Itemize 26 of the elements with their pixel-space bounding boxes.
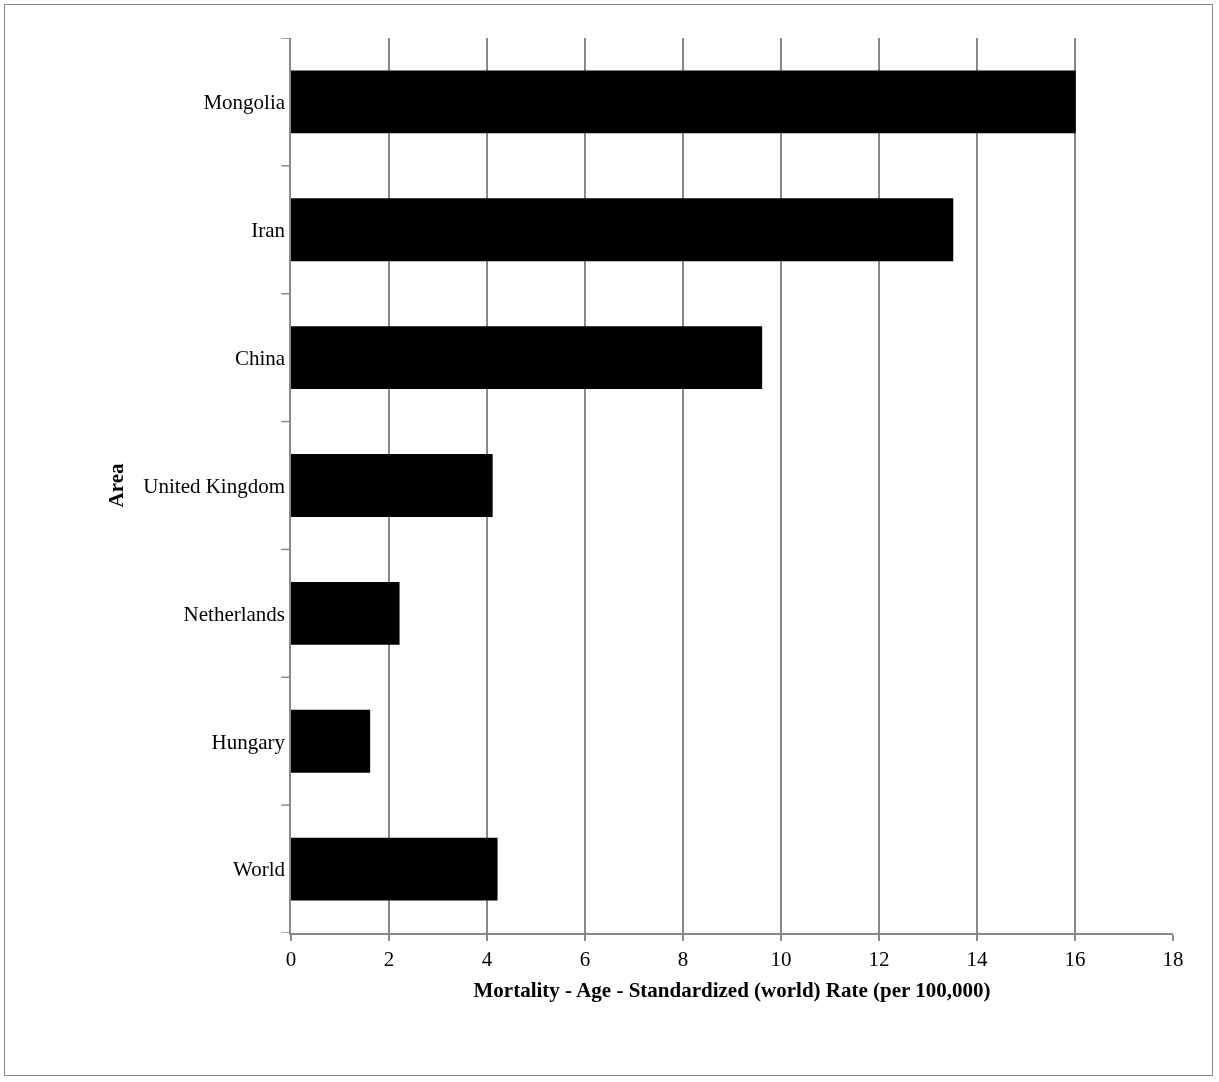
- x-tick-label: 12: [868, 946, 890, 971]
- x-axis-title: Mortality - Age - Standardized (world) Rate (per 100,000): [473, 977, 991, 1002]
- x-tick-label: 10: [770, 946, 792, 971]
- bar: [291, 581, 400, 645]
- y-axis-title: Area: [103, 463, 128, 508]
- bar: [291, 198, 954, 262]
- bar: [291, 70, 1076, 134]
- y-tick-label: Hungary: [211, 729, 286, 754]
- y-tick-label: Mongolia: [203, 90, 286, 115]
- x-tick-label: 4: [481, 946, 493, 971]
- bar: [291, 837, 498, 901]
- x-tick-label: 6: [579, 946, 591, 971]
- x-tick-label: 8: [677, 946, 689, 971]
- y-tick-label: Netherlands: [183, 601, 286, 626]
- bar: [291, 709, 371, 773]
- bar: [291, 454, 493, 517]
- x-tick-label: 14: [966, 946, 988, 971]
- x-tick-label: 16: [1064, 946, 1086, 971]
- bar: [291, 326, 763, 390]
- x-tick-label: 18: [1162, 946, 1184, 971]
- y-tick-label: China: [234, 345, 286, 370]
- y-tick-label: Iran: [251, 218, 286, 243]
- y-tick-label: World: [233, 857, 286, 882]
- x-tick-label: 0: [285, 946, 297, 971]
- x-tick-label: 2: [383, 946, 395, 971]
- y-tick-label: United Kingdom: [143, 473, 286, 498]
